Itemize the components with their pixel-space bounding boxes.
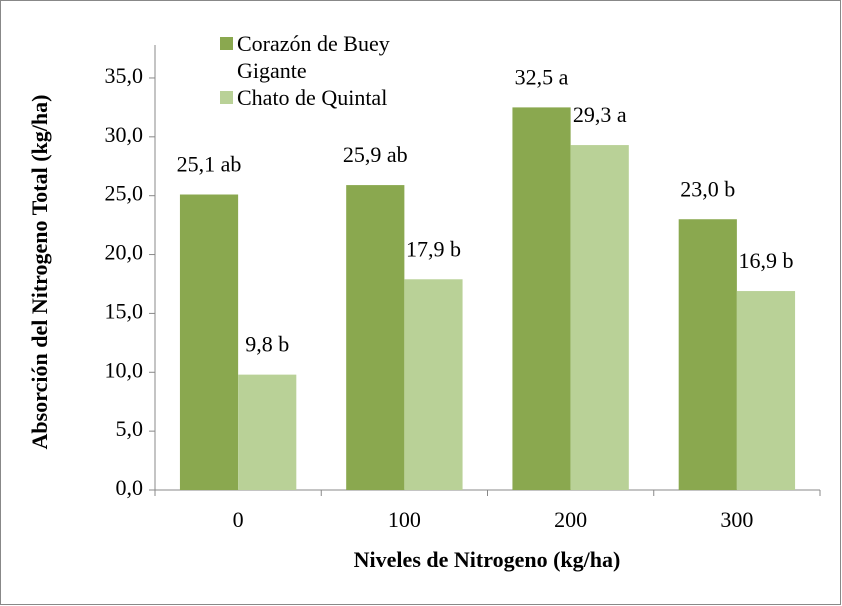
x-tick-label: 0 <box>233 507 244 532</box>
value-label: 17,9 b <box>406 236 461 261</box>
value-label: 29,3 a <box>573 102 627 127</box>
legend-label: Chato de Quintal <box>237 85 388 110</box>
y-axis-title: Absorción del Nitrogeno Total (kg/ha) <box>27 95 52 450</box>
value-label: 16,9 b <box>738 248 793 273</box>
legend-swatch <box>220 37 233 50</box>
bar <box>512 107 571 491</box>
x-tick-label: 300 <box>720 507 753 532</box>
bar <box>404 279 463 490</box>
y-tick-label: 15,0 <box>105 298 144 323</box>
value-label: 32,5 a <box>515 64 569 89</box>
value-label: 9,8 b <box>245 332 289 357</box>
bar <box>678 219 737 491</box>
legend: Corazón de Buey Gigante Chato de Quintal <box>220 30 460 111</box>
x-tick-label: 200 <box>554 507 587 532</box>
bar <box>238 374 297 490</box>
legend-swatch <box>220 91 233 104</box>
y-tick-label: 20,0 <box>105 240 144 265</box>
value-label: 25,1 ab <box>177 152 242 177</box>
y-tick-label: 5,0 <box>116 416 144 441</box>
y-tick-label: 0,0 <box>116 475 144 500</box>
bar <box>570 145 629 490</box>
bar <box>179 194 239 490</box>
y-tick-label: 30,0 <box>105 122 144 147</box>
y-tick-label: 10,0 <box>105 357 144 382</box>
value-label: 25,9 ab <box>343 142 408 167</box>
legend-item: Corazón de Buey Gigante <box>220 30 460 84</box>
legend-label: Corazón de Buey Gigante <box>237 31 390 83</box>
bar <box>346 185 405 490</box>
bar <box>736 291 796 490</box>
y-tick-label: 35,0 <box>105 63 144 88</box>
legend-item: Chato de Quintal <box>220 84 460 111</box>
value-label: 23,0 b <box>680 176 735 201</box>
y-tick-label: 25,0 <box>105 181 144 206</box>
x-axis-title: Niveles de Nitrogeno (kg/ha) <box>354 547 621 572</box>
x-tick-label: 100 <box>388 507 421 532</box>
